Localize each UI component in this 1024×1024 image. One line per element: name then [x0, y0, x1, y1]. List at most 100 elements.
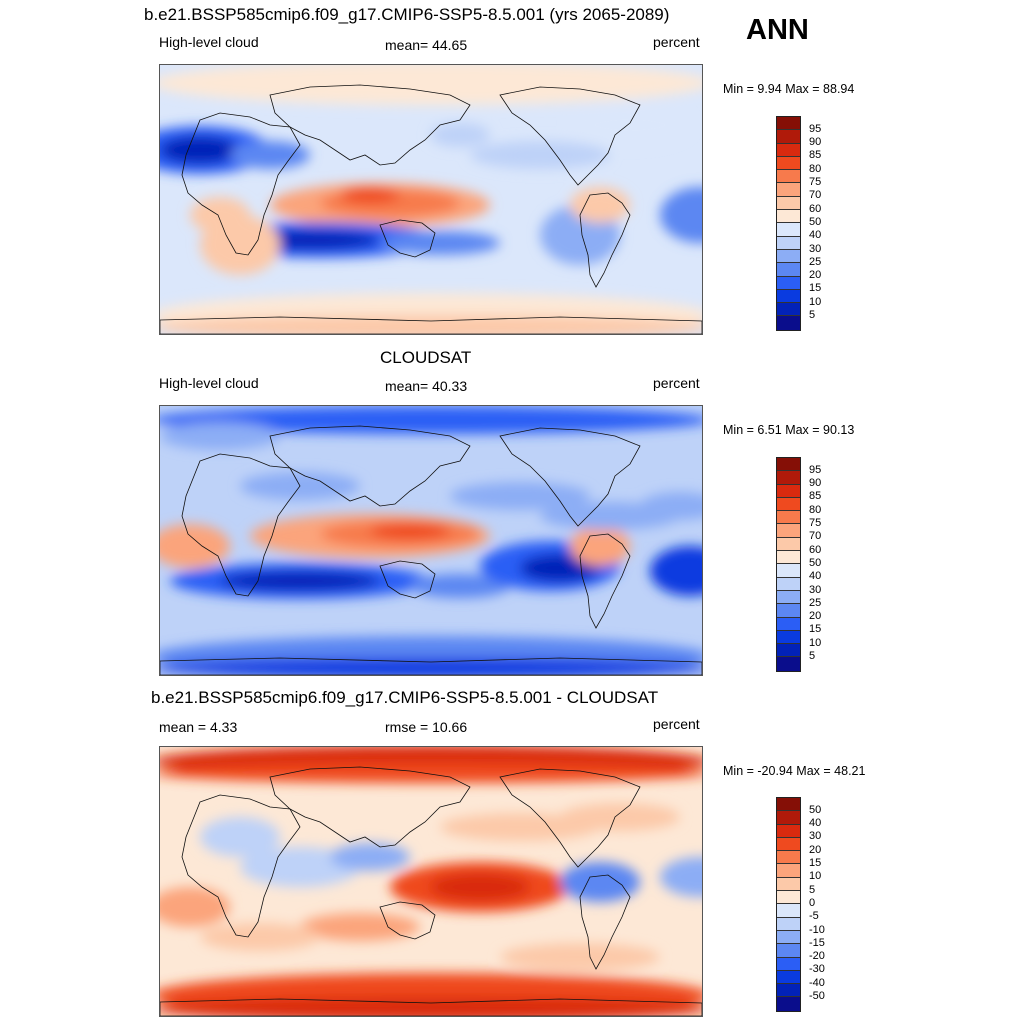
colorbar-swatch: [777, 236, 800, 250]
colorbar-tick-label: 5: [809, 883, 816, 896]
panel2-minmax: Min = 6.51 Max = 90.13: [723, 423, 855, 437]
colorbar-swatch: [777, 957, 800, 971]
colorbar-swatch: [777, 824, 800, 838]
coastline: [181, 112, 301, 256]
colorbar-swatch: [777, 644, 800, 658]
panel2-mean-label: mean= 40.33: [385, 378, 468, 394]
panel1-map: [159, 64, 703, 335]
colorbar-tick-label: 15: [809, 623, 822, 636]
field-region: [470, 141, 610, 169]
colorbar-swatch: [777, 864, 800, 878]
panel1-units-label: percent: [653, 34, 700, 50]
colorbar-swatch: [777, 798, 800, 812]
colorbar-tick-label: 75: [809, 176, 822, 188]
field-region: [160, 315, 702, 334]
colorbar-swatch: [777, 484, 800, 498]
colorbar-tick-label: 10: [809, 636, 822, 649]
field-region: [570, 187, 630, 223]
panel2-title: CLOUDSAT: [380, 348, 472, 367]
field-region: [570, 105, 690, 145]
coastline: [181, 453, 301, 597]
colorbar-swatch: [777, 630, 800, 645]
field-region: [660, 187, 702, 243]
panel3-title: b.e21.BSSP585cmip6.f09_g17.CMIP6-SSP5-8.…: [151, 688, 659, 707]
colorbar-tick-label: 40: [809, 229, 822, 242]
coastline: [269, 425, 471, 507]
field-region: [230, 141, 310, 169]
colorbar-tick-label: 80: [809, 162, 822, 175]
colorbar-swatch: [777, 837, 800, 852]
field-region: [570, 526, 630, 566]
map-field: [160, 406, 702, 675]
colorbar-tick-label: 85: [809, 149, 822, 162]
colorbar-swatch: [777, 564, 800, 578]
colorbar-tick-label: 0: [809, 896, 816, 909]
colorbar-swatch: [777, 458, 800, 472]
colorbar-tick-label: 30: [809, 583, 822, 596]
colorbar-swatch: [777, 223, 800, 237]
colorbar-swatch: [777, 471, 800, 485]
field-region: [190, 197, 250, 233]
panel1-colorbar: [776, 116, 801, 331]
colorbar-swatch: [777, 551, 800, 565]
colorbar-tick-label: 15: [809, 282, 822, 295]
colorbar-swatch: [777, 577, 800, 591]
coastline: [160, 657, 702, 675]
field-region: [330, 843, 410, 871]
colorbar-swatch: [777, 811, 800, 825]
colorbar-tick-label: 5: [809, 650, 816, 662]
colorbar-tick-label: 20: [809, 843, 822, 856]
field-region: [500, 943, 660, 971]
colorbar-tick-label: 75: [809, 517, 822, 529]
colorbar-tick-label: 70: [809, 189, 822, 202]
colorbar-swatch: [777, 210, 800, 224]
field-region: [430, 873, 530, 901]
colorbar-tick-label: -30: [809, 963, 825, 976]
colorbar-swatch: [777, 657, 800, 671]
field-region: [160, 524, 230, 568]
colorbar-swatch: [777, 276, 800, 290]
panel3-mean-label: mean = 4.33: [159, 719, 238, 735]
field-region: [300, 913, 420, 941]
field-region: [430, 123, 490, 147]
colorbar-tick-label: 85: [809, 490, 822, 503]
colorbar-swatch: [777, 904, 800, 918]
colorbar-tick-label: 50: [809, 556, 822, 569]
colorbar-swatch: [777, 617, 800, 631]
field-region: [380, 231, 500, 255]
colorbar-swatch: [777, 497, 800, 512]
colorbar-swatch: [777, 891, 800, 905]
coastline: [579, 874, 631, 970]
colorbar-tick-label: 95: [809, 122, 822, 135]
colorbar-tick-label: 60: [809, 543, 822, 556]
coastline: [269, 766, 471, 848]
colorbar-tick-label: 10: [809, 295, 822, 308]
field-region: [160, 65, 702, 105]
panel3-colorbar: [776, 797, 801, 1012]
field-region: [520, 554, 600, 582]
season-label: ANN: [746, 14, 809, 46]
field-region: [370, 523, 450, 539]
field-region: [160, 997, 702, 1016]
colorbar-tick-label: 50: [809, 215, 822, 228]
field-region: [560, 803, 680, 831]
colorbar-swatch: [777, 944, 800, 958]
field-region: [160, 406, 702, 434]
panel3-units-label: percent: [653, 716, 700, 732]
coastline: [269, 84, 471, 166]
colorbar-swatch: [777, 316, 800, 330]
colorbar-swatch: [777, 590, 800, 605]
field-region: [660, 857, 702, 897]
colorbar-swatch: [777, 997, 800, 1011]
colorbar-swatch: [777, 170, 800, 184]
field-region: [160, 136, 240, 164]
field-region: [160, 763, 702, 783]
field-region: [640, 492, 702, 520]
coastline: [579, 192, 631, 288]
field-region: [160, 422, 280, 450]
coastline: [499, 86, 641, 186]
coastline: [499, 768, 641, 868]
colorbar-tick-label: -50: [809, 990, 825, 1002]
colorbar-tick-label: 90: [809, 477, 822, 490]
colorbar-tick-label: 30: [809, 830, 822, 843]
